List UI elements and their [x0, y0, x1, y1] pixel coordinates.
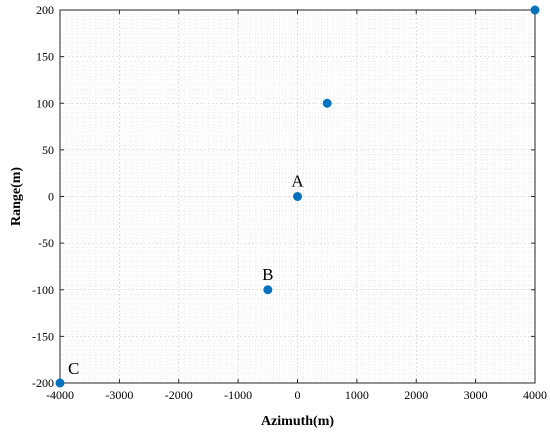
grid: [59, 9, 536, 384]
x-tick-label: 1000: [345, 388, 369, 402]
data-point: [322, 98, 332, 108]
point-label-c: C: [68, 359, 79, 378]
x-tick-label: -1000: [224, 388, 252, 402]
data-point: [55, 378, 65, 388]
point-label-b: B: [262, 265, 273, 284]
x-tick-label: 4000: [523, 388, 547, 402]
y-tick-label: 150: [36, 50, 54, 64]
y-tick-label: 50: [42, 143, 54, 157]
data-points: A B C: [55, 5, 540, 388]
y-tick-label: -150: [32, 329, 54, 343]
data-point: [293, 192, 302, 201]
ticks: -4000 -3000 -2000 -1000 0 1000 2000 3000 4000-20…: [32, 3, 547, 402]
y-tick-label: 0: [48, 190, 54, 204]
y-axis-label: Range(m): [9, 167, 24, 226]
y-tick-label: -50: [38, 236, 54, 250]
x-tick-label: -3000: [105, 388, 133, 402]
point-label-a: A: [291, 172, 304, 191]
y-tick-label: -200: [32, 376, 54, 390]
x-tick-label: 0: [295, 388, 301, 402]
x-tick-label: 2000: [404, 388, 428, 402]
x-tick-label: -4000: [46, 388, 74, 402]
data-point: [263, 285, 273, 295]
y-tick-label: -100: [32, 283, 54, 297]
data-point: [530, 5, 540, 15]
y-tick-label: 100: [36, 96, 54, 110]
x-tick-label: -2000: [165, 388, 193, 402]
x-tick-label: 3000: [464, 388, 488, 402]
x-axis-label: Azimuth(m): [261, 414, 334, 429]
y-tick-label: 200: [36, 3, 54, 17]
